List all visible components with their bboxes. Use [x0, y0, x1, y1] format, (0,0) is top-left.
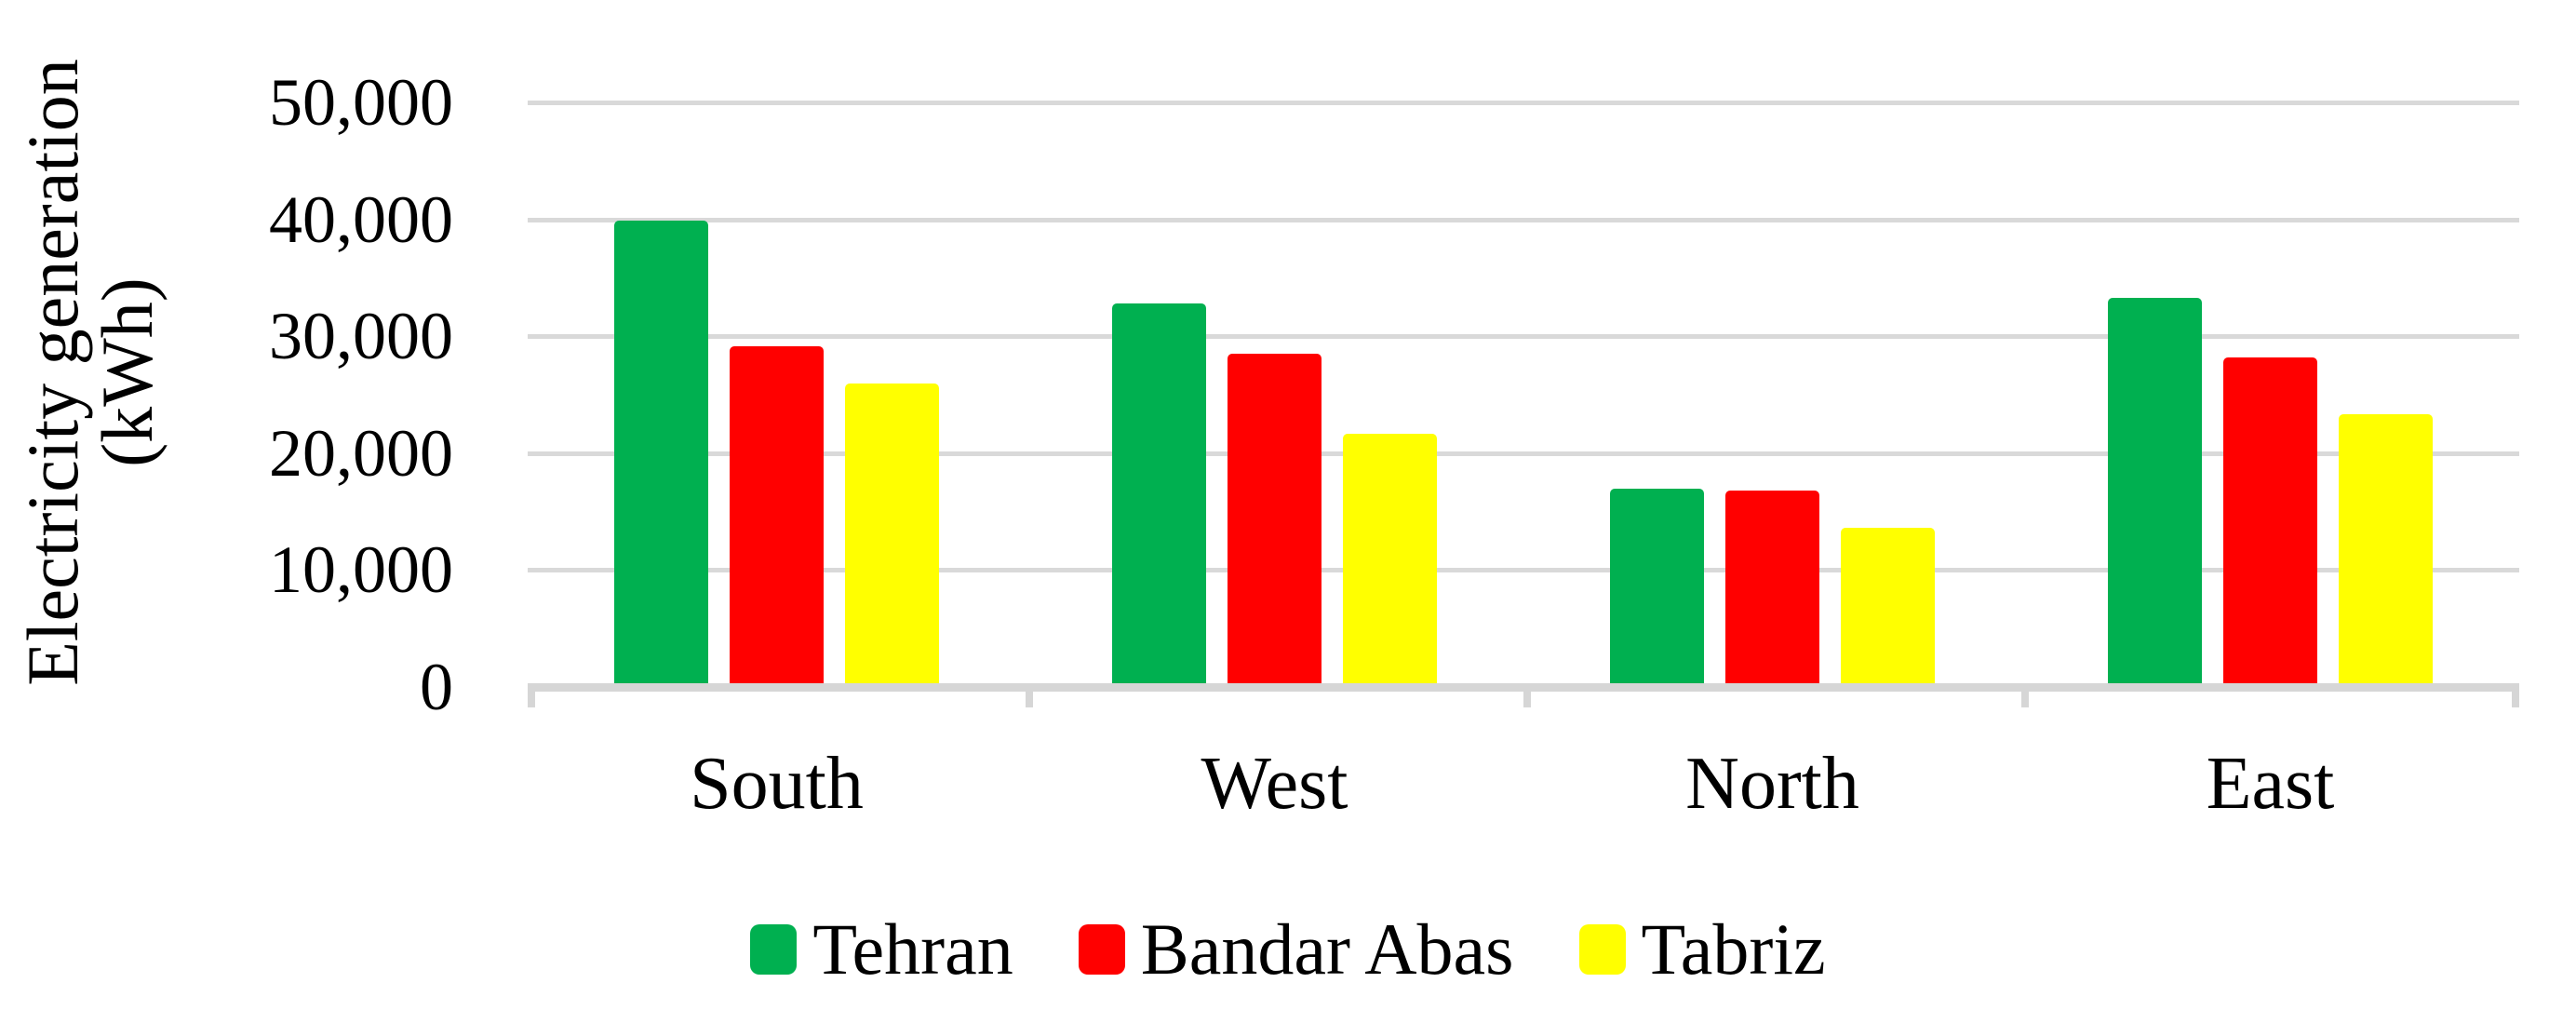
bar-bandar-abas-west [1228, 353, 1322, 688]
legend-item-bandar-abas: Bandar Abas [1078, 909, 1514, 989]
x-axis-tick [2512, 683, 2519, 707]
bar-tehran-east [2108, 297, 2202, 688]
x-axis-tick [2021, 683, 2029, 707]
plot-area [528, 101, 2519, 688]
y-tick-label: 30,000 [269, 299, 453, 374]
legend: Tehran Bandar Abas Tabriz [0, 912, 2576, 987]
category-label-south: South [690, 743, 864, 825]
bar-bandar-abas-east [2223, 357, 2317, 688]
y-tick-label: 50,000 [269, 65, 453, 140]
category-label-north: North [1685, 743, 1859, 825]
legend-swatch-tabriz [1578, 924, 1626, 975]
bar-tabriz-north [1841, 527, 1935, 688]
x-axis-tick [1026, 683, 1033, 707]
y-tick-label: 0 [420, 650, 453, 724]
y-axis-title-line1: Electricity generation [12, 59, 93, 686]
y-tick-label: 40,000 [269, 182, 453, 257]
x-axis-tick [528, 683, 535, 707]
gridline-50,000 [528, 101, 2519, 105]
y-axis-title-line2: (kWh) [87, 277, 168, 467]
legend-item-tabriz: Tabriz [1578, 909, 1826, 989]
legend-swatch-tehran [750, 924, 798, 975]
bar-tabriz-west [1343, 434, 1437, 688]
gridline-30,000 [528, 334, 2519, 340]
bar-bandar-abas-south [730, 346, 824, 688]
y-axis-title: Electricity generation (kWh) [12, 0, 168, 1023]
bar-group-west [1026, 102, 1523, 688]
category-label-west: West [1201, 743, 1348, 825]
category-label-east: East [2206, 743, 2335, 825]
y-tick-label: 20,000 [269, 415, 453, 491]
bar-tehran-north [1610, 489, 1704, 688]
bar-group-north [1523, 102, 2021, 688]
x-axis-tick [1523, 683, 1531, 707]
gridline-40,000 [528, 217, 2519, 222]
legend-swatch-bandar-abas [1078, 924, 1125, 975]
bar-tehran-south [614, 220, 708, 688]
bar-group-south [528, 102, 1026, 688]
bar-tabriz-south [845, 384, 939, 688]
bar-tabriz-east [2339, 414, 2433, 688]
gridline-10,000 [528, 568, 2519, 573]
bar-tehran-west [1112, 303, 1206, 688]
legend-label: Tehran [812, 909, 1013, 989]
gridline-20,000 [528, 451, 2519, 456]
legend-item-tehran: Tehran [750, 912, 1013, 987]
bar-group-east [2021, 102, 2519, 688]
legend-label: Bandar Abas [1140, 909, 1514, 989]
y-tick-label: 10,000 [269, 532, 453, 608]
legend-label: Tabriz [1641, 909, 1826, 989]
bar-bandar-abas-north [1725, 490, 1819, 688]
